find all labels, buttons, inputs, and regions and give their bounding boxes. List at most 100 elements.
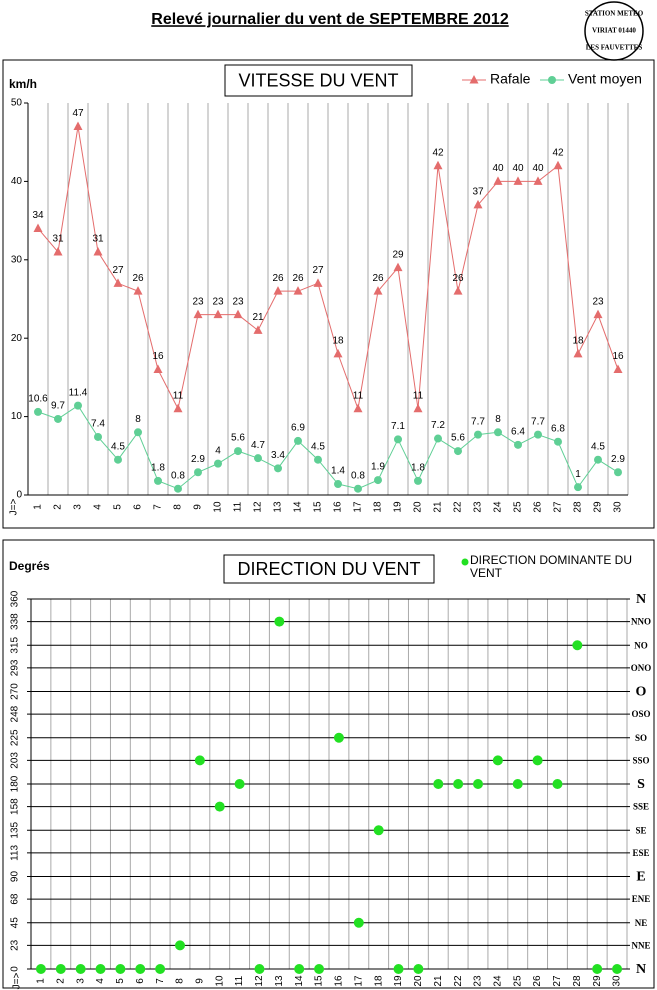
data-point bbox=[293, 286, 303, 295]
y2-tick-label: SO bbox=[635, 733, 647, 743]
x-tick-label: 4 bbox=[93, 504, 104, 510]
x-tick-label: 1 bbox=[36, 978, 47, 984]
data-label: 6.9 bbox=[291, 423, 305, 434]
x-tick-label: 7 bbox=[155, 978, 166, 984]
data-point bbox=[473, 199, 483, 209]
y-axis-title: km/h bbox=[9, 77, 37, 91]
data-label: 4 bbox=[215, 445, 221, 456]
x-tick-label: 7 bbox=[153, 504, 164, 510]
data-label: 1 bbox=[575, 469, 581, 480]
data-point bbox=[534, 430, 542, 439]
data-point bbox=[54, 414, 62, 423]
data-label: 26 bbox=[452, 273, 464, 284]
data-point bbox=[533, 176, 543, 185]
data-label: 4.7 bbox=[251, 440, 265, 451]
data-point bbox=[373, 286, 383, 295]
x-tick-label: 30 bbox=[613, 501, 624, 513]
chart-title: DIRECTION DU VENT bbox=[237, 559, 420, 579]
data-point bbox=[94, 432, 102, 441]
data-point bbox=[75, 964, 86, 974]
y-tick-label: 23 bbox=[10, 939, 21, 951]
x-tick-label: 22 bbox=[453, 501, 464, 513]
data-label: 29 bbox=[392, 249, 404, 260]
y-tick-label: 180 bbox=[10, 775, 21, 792]
data-point bbox=[193, 309, 203, 319]
data-point bbox=[554, 437, 562, 446]
data-label: 2.9 bbox=[191, 454, 205, 465]
data-point bbox=[114, 455, 122, 464]
data-point bbox=[592, 964, 603, 974]
data-point bbox=[353, 403, 363, 413]
x-tick-label: 3 bbox=[75, 978, 86, 984]
data-point bbox=[574, 483, 582, 492]
y2-tick-label: NO bbox=[634, 640, 648, 650]
x-tick-label: 23 bbox=[473, 975, 484, 987]
x-tick-label: 5 bbox=[113, 504, 124, 510]
x-tick-label: 22 bbox=[453, 975, 464, 987]
data-label: 8 bbox=[135, 414, 141, 425]
x-tick-label: 18 bbox=[373, 501, 384, 513]
data-label: 42 bbox=[432, 147, 444, 158]
data-point bbox=[334, 480, 342, 489]
data-point bbox=[113, 278, 123, 287]
data-point bbox=[174, 484, 182, 493]
data-point bbox=[552, 779, 563, 789]
y-tick-label: 45 bbox=[10, 917, 21, 929]
data-label: 31 bbox=[52, 234, 64, 245]
y2-tick-label: ESE bbox=[632, 848, 649, 858]
x-tick-label: 28 bbox=[572, 975, 583, 987]
x-tick-label: 6 bbox=[133, 504, 144, 510]
data-point bbox=[234, 779, 245, 789]
data-label: 9.7 bbox=[51, 401, 65, 412]
data-point bbox=[294, 964, 305, 974]
data-label: 40 bbox=[492, 163, 504, 174]
y2-tick-label: OSO bbox=[631, 709, 650, 719]
y2-tick-label: SSO bbox=[632, 755, 649, 765]
x-tick-label: 26 bbox=[532, 975, 543, 987]
y-tick-label: 50 bbox=[11, 98, 23, 109]
x-tick-label: 16 bbox=[333, 501, 344, 513]
data-point bbox=[393, 262, 403, 272]
legend: DIRECTION DOMINANTE DU VENT bbox=[470, 554, 632, 580]
x-tick-label: 14 bbox=[293, 501, 304, 513]
x-tick-label: 18 bbox=[373, 975, 384, 987]
data-label: 31 bbox=[92, 234, 104, 245]
chart-title: VITESSE DU VENT bbox=[238, 70, 398, 90]
x-tick-label: 15 bbox=[314, 975, 325, 987]
data-point bbox=[294, 436, 302, 445]
data-point bbox=[512, 779, 523, 789]
data-point bbox=[73, 121, 83, 131]
data-point bbox=[394, 435, 402, 444]
data-point bbox=[254, 454, 262, 463]
data-point bbox=[233, 309, 243, 319]
data-label: 0.8 bbox=[171, 470, 185, 481]
y-tick-label: 90 bbox=[10, 871, 21, 883]
data-label: 37 bbox=[472, 187, 484, 198]
data-point bbox=[453, 779, 464, 789]
data-point bbox=[333, 348, 343, 358]
x-tick-label: 25 bbox=[513, 501, 524, 513]
logo: STATION METEO VIRIAT 01440 LES FAUVETTES bbox=[584, 1, 644, 61]
data-point bbox=[414, 476, 422, 485]
y-tick-label: 293 bbox=[10, 659, 21, 676]
data-point bbox=[548, 76, 556, 84]
y2-tick-label: N bbox=[636, 592, 646, 607]
data-point bbox=[614, 468, 622, 477]
data-point bbox=[153, 364, 163, 374]
y2-tick-label: SSE bbox=[633, 802, 649, 812]
x-tick-label: 29 bbox=[592, 975, 603, 987]
data-point bbox=[55, 964, 66, 974]
data-label: 11 bbox=[413, 390, 424, 401]
y2-tick-label: S bbox=[637, 777, 645, 792]
data-label: 26 bbox=[272, 273, 284, 284]
data-point bbox=[175, 940, 185, 951]
data-label: 27 bbox=[112, 265, 124, 276]
y2-tick-label: O bbox=[636, 685, 647, 700]
y-tick-label: 338 bbox=[10, 613, 21, 630]
y-tick-label: 40 bbox=[11, 176, 23, 187]
data-label: 47 bbox=[72, 108, 84, 119]
data-point bbox=[413, 403, 423, 413]
data-label: 5.6 bbox=[231, 433, 245, 444]
y-tick-label: 158 bbox=[10, 798, 21, 815]
